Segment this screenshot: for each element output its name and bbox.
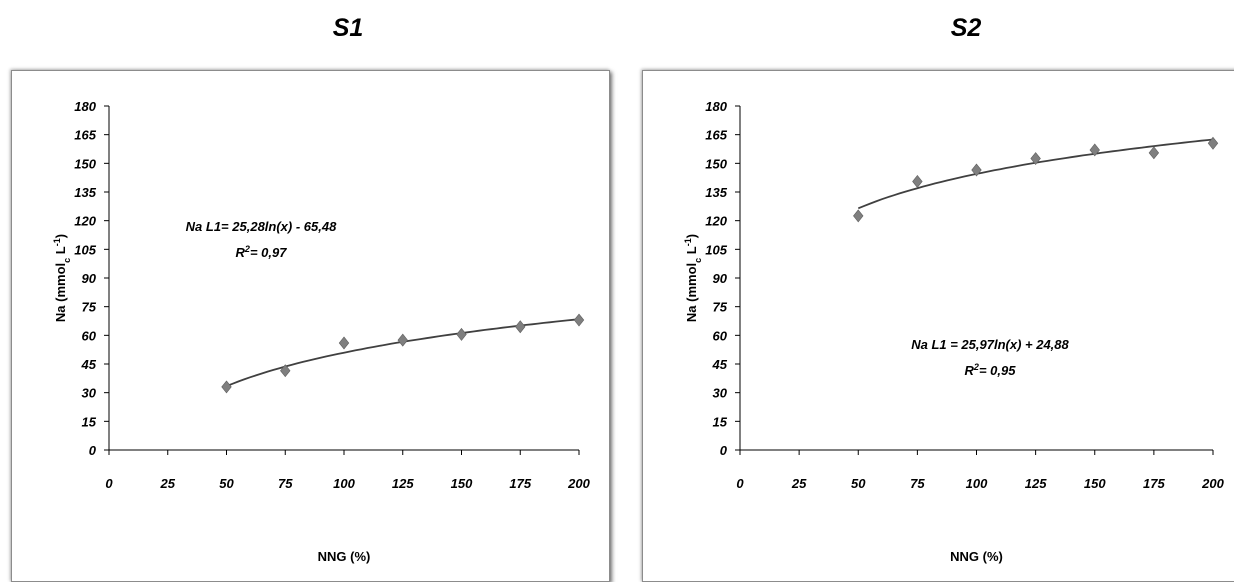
data-point-marker (515, 320, 526, 334)
data-point-marker (1207, 136, 1219, 150)
y-tick-label: 150 (74, 156, 96, 171)
y-tick-label: 120 (74, 214, 96, 229)
x-axis-title: NNG (%) (950, 549, 1003, 564)
y-tick-label: 90 (82, 271, 97, 286)
data-point-marker (1148, 146, 1160, 160)
data-point-marker (221, 380, 232, 394)
data-point-marker (280, 364, 291, 378)
y-tick-label: 135 (705, 185, 727, 200)
y-tick-label: 45 (712, 357, 728, 372)
data-point-marker (1089, 143, 1100, 157)
x-tick-label: 50 (219, 476, 234, 491)
y-tick-label: 180 (705, 99, 727, 114)
data-point-marker (338, 336, 350, 350)
x-tick-label: 125 (392, 476, 414, 491)
data-point-marker (1030, 152, 1041, 166)
x-tick-label: 0 (736, 476, 744, 491)
x-tick-label: 200 (567, 476, 590, 491)
x-tick-label: 175 (1143, 476, 1165, 491)
data-point-marker (456, 327, 467, 341)
y-tick-label: 60 (82, 328, 97, 343)
x-axis-title: NNG (%) (318, 549, 371, 564)
y-tick-label: 45 (81, 357, 97, 372)
chart-title-s2: S2 (950, 14, 982, 42)
y-tick-label: 120 (705, 214, 727, 229)
x-tick-label: 175 (509, 476, 531, 491)
chart-panel-s1: 0 15 30 45 60 75 90 105 120 135 150 165 180 0 25 50 75 10… (11, 70, 610, 582)
y-tick-label: 150 (705, 156, 727, 171)
trendline (226, 318, 580, 387)
chart-panel-s2: 0 15 30 45 60 75 90 105 120 135 150 165 180 0 25 50 75 10… (642, 70, 1234, 582)
x-tick-label: 25 (791, 476, 807, 491)
x-tick-label: 100 (333, 476, 355, 491)
r-squared-label: R2= 0,95 (965, 362, 1017, 378)
data-point-marker (971, 163, 982, 177)
y-axis-title: Na (mmolc L-1) (52, 234, 72, 322)
y-tick-label: 90 (713, 271, 728, 286)
trendline-equation: Na L1= 25,28ln(x) - 65,48 (186, 219, 337, 234)
r-squared-label: R2= 0,97 (236, 244, 288, 260)
x-tick-label: 125 (1025, 476, 1047, 491)
trendline-equation: Na L1 = 25,97ln(x) + 24,88 (911, 337, 1069, 352)
x-tick-label: 150 (1084, 476, 1106, 491)
x-tick-label: 25 (160, 476, 176, 491)
y-tick-label: 75 (82, 300, 97, 315)
data-point-marker (853, 209, 864, 223)
chart-plot-s2: 0 15 30 45 60 75 90 105 120 135 150 165 180 0 25 50 75 10… (683, 99, 1225, 564)
y-tick-label: 30 (82, 386, 97, 401)
y-tick-label: 30 (713, 386, 728, 401)
y-tick-label: 135 (74, 185, 96, 200)
data-point-marker (573, 313, 585, 327)
y-tick-label: 15 (713, 414, 728, 429)
x-tick-label: 0 (105, 476, 113, 491)
y-tick-label: 165 (705, 128, 727, 143)
data-point-marker (397, 333, 408, 347)
chart-title-s1: S1 (332, 14, 364, 42)
y-tick-label: 105 (705, 242, 727, 257)
y-tick-label: 105 (74, 242, 96, 257)
y-tick-label: 15 (82, 414, 97, 429)
x-tick-label: 100 (966, 476, 988, 491)
y-tick-label: 0 (720, 443, 728, 458)
y-tick-label: 60 (713, 328, 728, 343)
y-tick-label: 75 (713, 300, 728, 315)
x-tick-label: 150 (451, 476, 473, 491)
x-tick-label: 50 (851, 476, 866, 491)
x-tick-label: 200 (1201, 476, 1224, 491)
y-tick-label: 0 (89, 443, 97, 458)
y-tick-label: 165 (74, 128, 96, 143)
y-axis-title: Na (mmolc L-1) (683, 234, 703, 322)
trendline (857, 138, 1214, 210)
x-tick-label: 75 (278, 476, 293, 491)
x-tick-label: 75 (910, 476, 925, 491)
data-point-marker (912, 175, 923, 188)
chart-plot-s1: 0 15 30 45 60 75 90 105 120 135 150 165 180 0 25 50 75 10… (52, 99, 591, 564)
y-tick-label: 180 (74, 99, 96, 114)
